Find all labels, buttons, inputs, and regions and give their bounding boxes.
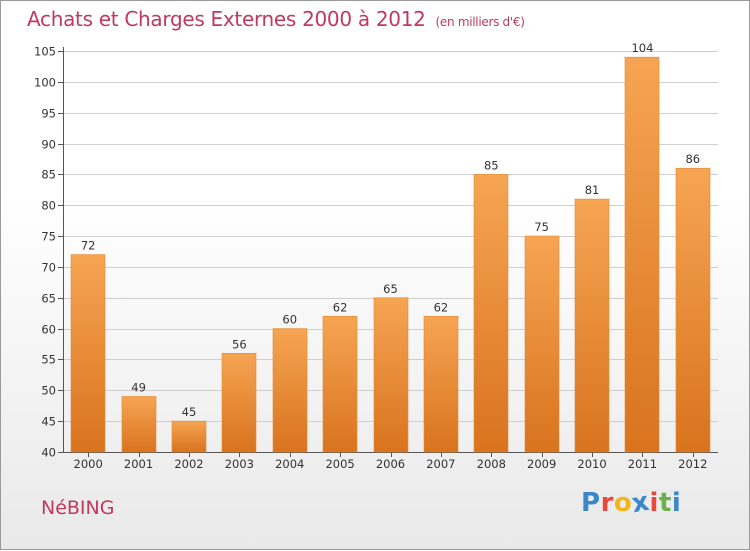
logo-letter: P [581,488,601,518]
bar-2008 [473,174,509,453]
chart-subtitle: (en milliers d'€) [435,15,525,29]
y-tick-label: 45 [41,415,56,429]
data-label-2012: 86 [685,152,700,166]
data-label-2008: 85 [484,158,499,172]
data-label-2006: 65 [383,282,398,296]
logo-letter: r [600,488,614,518]
x-tick-label-2002: 2002 [174,457,203,471]
bar-2009 [524,235,560,453]
bar-2002 [171,420,207,453]
x-tick-label-2007: 2007 [426,457,455,471]
logo-letter: i [671,488,682,518]
axes [58,47,718,457]
y-tick-label: 105 [34,45,56,59]
data-label-2011: 104 [631,41,653,55]
logo-letter: o [613,488,633,518]
x-tick-label-2004: 2004 [275,457,304,471]
title-text: Achats et Charges Externes 2000 à 2012 [27,7,426,31]
y-tick-label: 100 [34,76,56,90]
bar-2000 [70,254,106,453]
y-tick-label: 85 [41,168,56,182]
x-tick-label-2003: 2003 [225,457,254,471]
bar-2011 [624,56,660,453]
x-tick-label-2009: 2009 [527,457,556,471]
data-label-2009: 75 [534,220,549,234]
bar-2010 [574,198,610,453]
x-tick-label-2010: 2010 [577,457,606,471]
x-tick-label-2011: 2011 [628,457,657,471]
x-tick-label-2006: 2006 [376,457,405,471]
y-tick-label: 90 [41,138,56,152]
bar-2003 [221,352,257,453]
x-tick-label-2001: 2001 [124,457,153,471]
y-tick-label: 75 [41,230,56,244]
y-tick-label: 50 [41,384,56,398]
data-labels: 72 49 45 56 60 62 65 62 85 75 81 104 86 [81,41,700,419]
y-tick-label: 55 [41,353,56,367]
proxiti-logo: Proxiti [581,487,682,520]
logo-letter: t [658,488,672,518]
y-tick-label: 80 [41,199,56,213]
bar-2006 [373,297,409,453]
place-name: NéBING [41,497,115,519]
x-tick-label-2000: 2000 [74,457,103,471]
logo-letter: i [649,488,659,518]
bar-2012 [675,167,711,453]
y-tick-label: 60 [41,323,56,337]
bar-2001 [121,396,157,453]
y-tick-label: 70 [41,261,56,275]
tick-labels: 40 45 50 55 60 65 70 75 80 85 90 95 100 105 2000 2001 20… [34,45,707,472]
x-tick-label-2005: 2005 [325,457,354,471]
y-tick-label: 40 [41,446,56,460]
bar-2007 [423,315,459,453]
y-tick-label: 95 [41,107,56,121]
data-label-2000: 72 [81,239,96,253]
data-label-2002: 45 [182,405,197,419]
data-label-2003: 56 [232,337,247,351]
data-label-2007: 62 [434,300,449,314]
data-label-2004: 60 [282,313,297,327]
x-tick-label-2008: 2008 [477,457,506,471]
chart-title: Achats et Charges Externes 2000 à 2012 (e… [27,7,525,31]
data-label-2005: 62 [333,300,348,314]
data-label-2001: 49 [131,380,146,394]
data-label-2010: 81 [585,183,600,197]
bar-2004 [272,328,308,453]
x-tick-label-2012: 2012 [678,457,707,471]
bars [70,56,711,453]
y-tick-label: 65 [41,292,56,306]
bar-2005 [322,315,358,453]
